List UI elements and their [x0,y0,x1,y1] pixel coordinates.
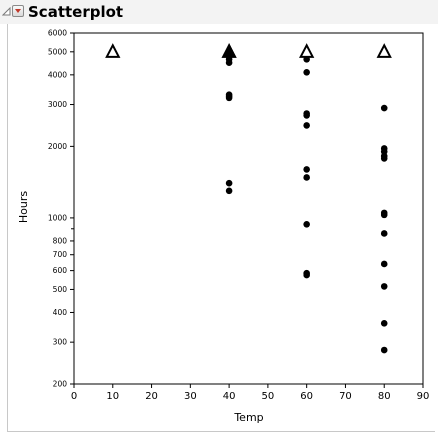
data-point [380,155,388,162]
x-tick-label: 30 [184,391,197,402]
y-tick-label: 400 [53,308,68,317]
data-point [225,59,233,66]
y-tick-label: 200 [53,380,68,389]
data-point [303,166,310,173]
x-tick-label: 0 [71,391,77,402]
filled-triangle-marker [221,43,237,58]
open-triangle-marker [299,43,315,58]
x-tick-label: 50 [262,391,275,402]
y-tick-label: 800 [53,236,68,245]
y-tick-label: 500 [53,285,68,294]
report-frame [7,24,435,432]
data-point [225,94,233,102]
data-point [380,104,388,112]
x-tick-label: 70 [339,391,352,402]
x-tick-label: 20 [145,391,158,402]
y-tick-label: 1000 [48,213,67,222]
data-point [303,112,310,119]
disclosure-triangle-icon[interactable] [2,7,11,16]
y-axis: 200 300 400 500 600 700 800 1000 2000 3000 4000 500… [48,29,74,389]
y-axis-label: Hours [17,191,30,223]
data-point [225,179,233,187]
outline-title: Scatterplot [28,3,124,21]
data-point [380,320,388,327]
y-tick-label: 700 [53,250,68,259]
y-tick-label: 5000 [48,47,67,56]
data-point [380,346,388,354]
open-triangle-marker [376,43,392,58]
y-tick-label: 4000 [48,70,67,79]
y-tick-label: 600 [53,266,68,275]
data-point [380,230,388,237]
y-tick-label: 300 [53,338,68,347]
x-tick-label: 80 [378,391,391,402]
x-axis: 0 10 20 30 40 50 60 70 80 90 [71,384,430,402]
open-triangle-marker [105,43,121,58]
x-axis-label: Temp [233,411,263,424]
x-tick-label: 10 [106,391,119,402]
x-tick-label: 40 [223,391,236,402]
outline-header: Scatterplot [0,0,438,24]
red-triangle-icon [15,9,21,13]
y-tick-label: 2000 [48,142,67,151]
x-tick-label: 90 [417,391,430,402]
data-point [225,187,233,195]
data-point [380,211,388,219]
data-point [380,260,388,268]
y-tick-label: 6000 [48,29,67,38]
data-point [303,122,310,129]
data-point [380,283,388,290]
data-point [303,68,310,76]
data-point [303,174,310,181]
data-point [303,220,310,228]
y-tick-label: 3000 [48,100,67,109]
plot-marks [105,43,392,354]
red-triangle-menu-button[interactable] [12,5,24,17]
x-tick-label: 60 [300,391,313,402]
data-point [303,271,310,279]
plot-frame [73,32,424,385]
